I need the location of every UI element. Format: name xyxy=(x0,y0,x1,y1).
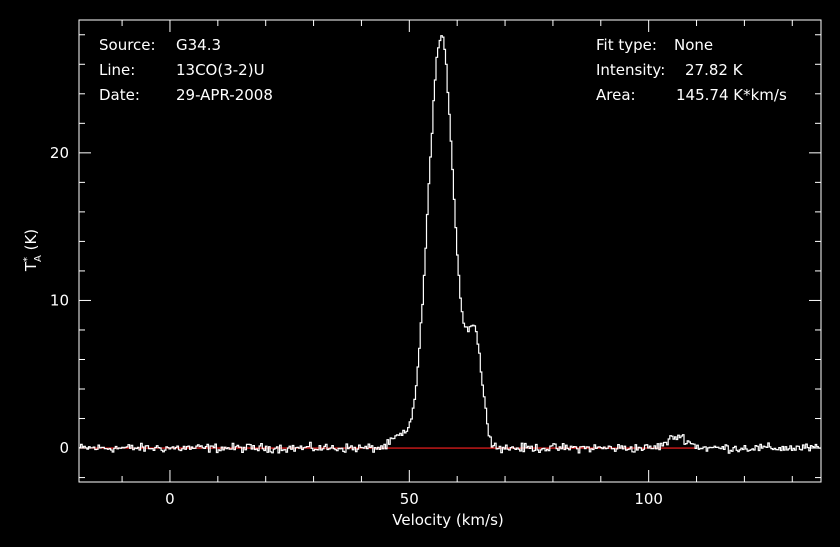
y-tick-label: 0 xyxy=(59,439,69,457)
y-axis-label: T*A (K) xyxy=(22,229,44,272)
spectrum-line xyxy=(79,35,821,454)
header-right-label: Intensity: xyxy=(596,61,665,79)
x-tick-label: 100 xyxy=(634,490,663,508)
x-tick-label: 0 xyxy=(165,490,175,508)
x-tick-label: 50 xyxy=(400,490,419,508)
header-left-label: Line: xyxy=(99,61,135,79)
header-left-value: 13CO(3-2)U xyxy=(176,61,265,79)
header-right-value: 27.82 K xyxy=(685,61,744,79)
header-left-value: 29-APR-2008 xyxy=(176,86,273,104)
header-right-label: Fit type: xyxy=(596,36,657,54)
plot-frame xyxy=(78,19,822,483)
header-left-label: Source: xyxy=(99,36,156,54)
header-left-value: G34.3 xyxy=(176,36,221,54)
ticks-layer: 0 50 100 0 10 20 xyxy=(50,20,821,508)
header-left-label: Date: xyxy=(99,86,140,104)
y-tick-label: 20 xyxy=(50,144,69,162)
header-right-label: Area: xyxy=(596,86,636,104)
header-layer: Source: G34.3 Line: 13CO(3-2)U Date: 29-APR-2… xyxy=(99,36,787,104)
y-tick-label: 10 xyxy=(50,291,69,309)
header-right-value: None xyxy=(674,36,713,54)
header-right-value: 145.74 K*km/s xyxy=(676,86,787,104)
series-layer xyxy=(79,35,821,454)
x-axis-label: Velocity (km/s) xyxy=(392,511,503,529)
